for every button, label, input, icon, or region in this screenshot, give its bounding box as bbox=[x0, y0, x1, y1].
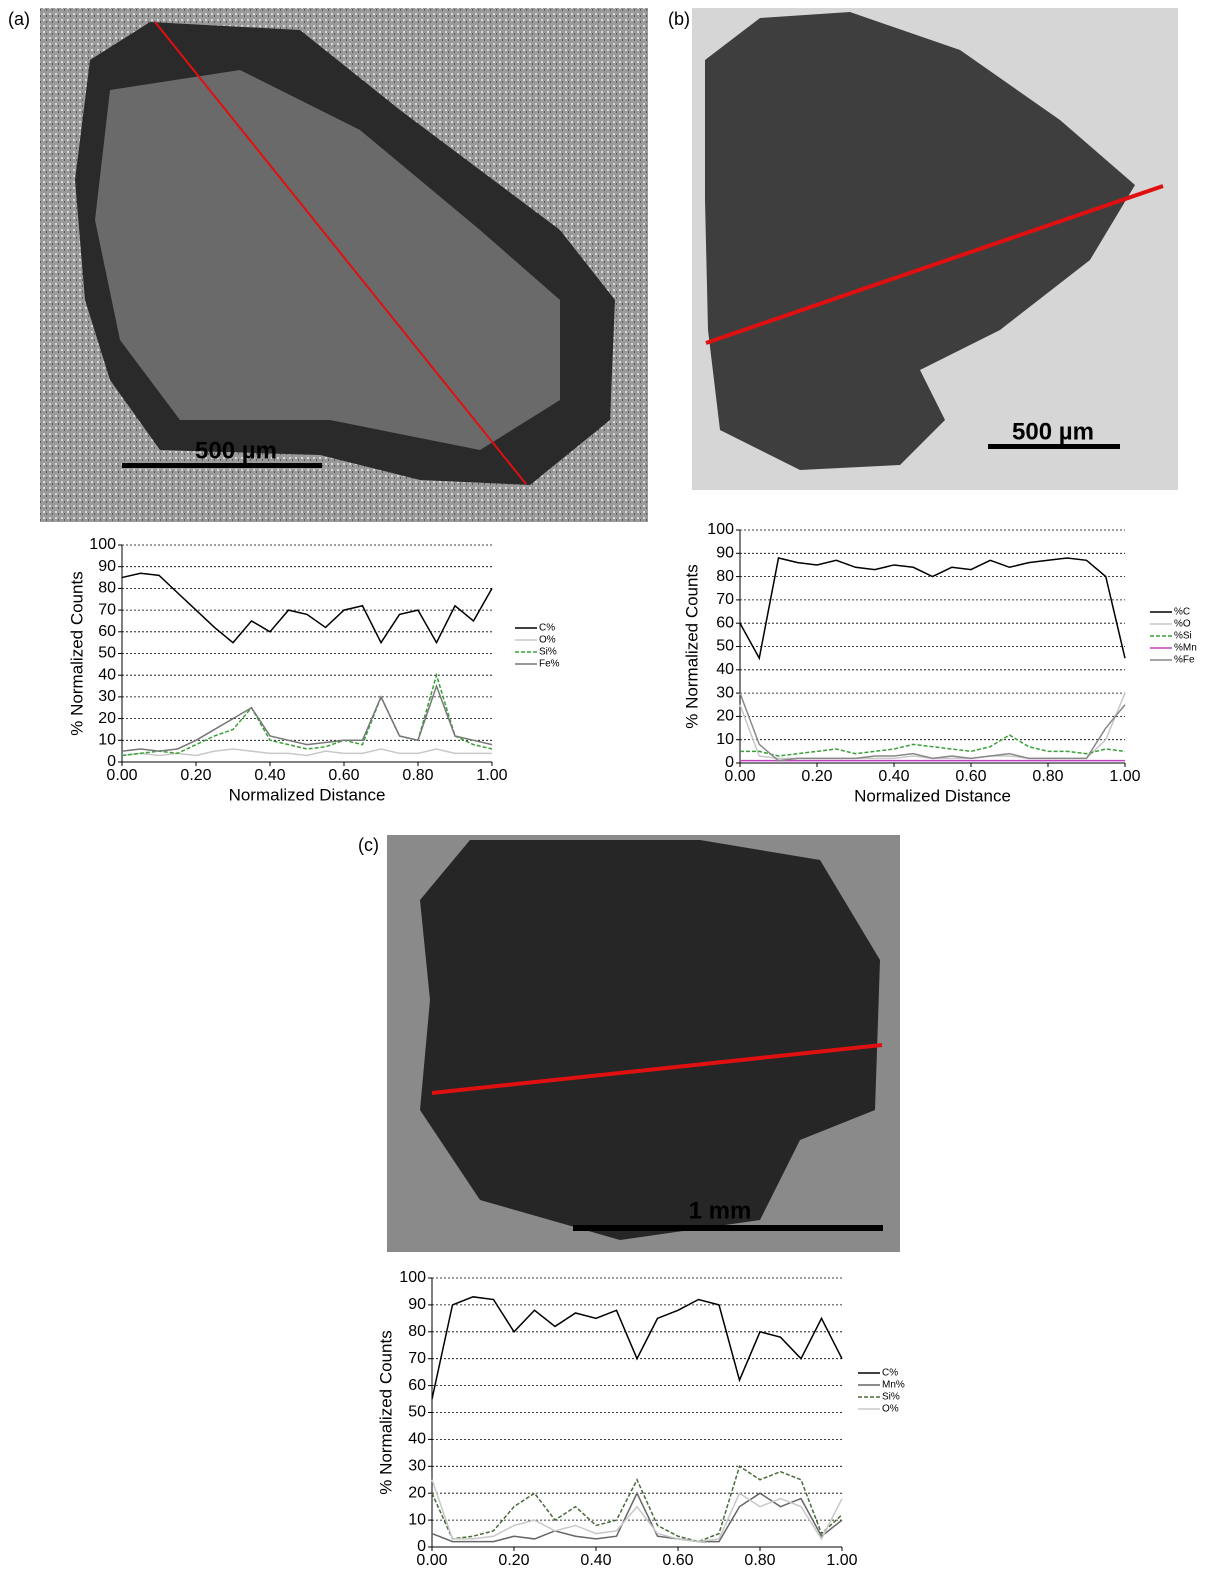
micrograph-b bbox=[692, 8, 1178, 490]
series-line bbox=[431, 1491, 843, 1543]
x-tick-label: 0.20 bbox=[180, 767, 211, 784]
legend-label: %Mn bbox=[1174, 643, 1197, 654]
legend-label: %Fe bbox=[1174, 655, 1195, 666]
series-line bbox=[739, 692, 1126, 762]
x-tick-label: 0.00 bbox=[416, 1552, 447, 1569]
x-tick-label: 0.00 bbox=[724, 768, 755, 785]
series-line bbox=[739, 557, 1126, 661]
y-tick-label: 100 bbox=[707, 521, 734, 538]
series-line bbox=[121, 572, 493, 645]
series-line bbox=[121, 672, 493, 757]
y-tick-label: 40 bbox=[716, 661, 734, 678]
x-tick-label: 0.80 bbox=[1032, 768, 1063, 785]
y-tick-label: 30 bbox=[408, 1458, 426, 1475]
legend-label: O% bbox=[539, 635, 556, 646]
y-tick-label: 100 bbox=[89, 536, 116, 553]
y-axis-label: % Normalized Counts bbox=[67, 571, 86, 735]
y-tick-label: 90 bbox=[716, 545, 734, 562]
y-tick-label: 60 bbox=[98, 623, 116, 640]
series-line bbox=[431, 1465, 843, 1543]
series-line bbox=[431, 1479, 843, 1543]
y-axis-label: % Normalized Counts bbox=[682, 564, 701, 728]
y-tick-label: 60 bbox=[408, 1377, 426, 1394]
y-tick-label: 10 bbox=[98, 732, 116, 749]
x-tick-label: 1.00 bbox=[476, 767, 507, 784]
legend-label: O% bbox=[882, 1404, 899, 1415]
x-tick-label: 0.40 bbox=[254, 767, 285, 784]
scale-bar-label: 500 µm bbox=[1012, 418, 1094, 445]
y-tick-label: 80 bbox=[98, 580, 116, 597]
y-tick-label: 70 bbox=[716, 591, 734, 608]
x-tick-label: 0.20 bbox=[801, 768, 832, 785]
x-tick-label: 0.60 bbox=[955, 768, 986, 785]
y-tick-label: 80 bbox=[408, 1323, 426, 1340]
y-tick-label: 40 bbox=[98, 666, 116, 683]
micrograph-c bbox=[387, 835, 900, 1252]
y-tick-label: 0 bbox=[725, 754, 734, 771]
x-tick-label: 0.40 bbox=[878, 768, 909, 785]
x-axis-label: Normalized Distance bbox=[854, 786, 1011, 805]
panel-label: (b) bbox=[668, 9, 690, 29]
x-tick-label: 0.20 bbox=[498, 1552, 529, 1569]
x-tick-label: 1.00 bbox=[1109, 768, 1140, 785]
series-line bbox=[431, 1296, 843, 1400]
y-tick-label: 90 bbox=[408, 1296, 426, 1313]
y-tick-label: 70 bbox=[98, 601, 116, 618]
micrograph-a bbox=[40, 8, 648, 522]
y-tick-label: 10 bbox=[716, 731, 734, 748]
y-tick-label: 30 bbox=[716, 684, 734, 701]
x-tick-label: 0.80 bbox=[402, 767, 433, 784]
legend-label: Si% bbox=[539, 647, 557, 658]
x-tick-label: 0.60 bbox=[662, 1552, 693, 1569]
legend-label: %Si bbox=[1174, 631, 1192, 642]
y-tick-label: 50 bbox=[98, 645, 116, 662]
series-line bbox=[121, 748, 492, 757]
legend-label: %O bbox=[1174, 619, 1191, 630]
y-tick-label: 50 bbox=[716, 638, 734, 655]
y-tick-label: 70 bbox=[408, 1350, 426, 1367]
y-tick-label: 80 bbox=[716, 568, 734, 585]
y-tick-label: 30 bbox=[98, 688, 116, 705]
y-tick-label: 20 bbox=[408, 1484, 426, 1501]
y-tick-label: 20 bbox=[716, 708, 734, 725]
legend-label: C% bbox=[539, 623, 555, 634]
y-tick-label: 100 bbox=[399, 1269, 426, 1286]
x-tick-label: 0.60 bbox=[328, 767, 359, 784]
x-axis-label: Normalized Distance bbox=[229, 785, 386, 804]
series-line bbox=[739, 692, 1126, 760]
y-tick-label: 0 bbox=[107, 753, 116, 770]
x-tick-label: 1.00 bbox=[826, 1552, 857, 1569]
y-axis-label: % Normalized Counts bbox=[376, 1330, 395, 1494]
y-tick-label: 60 bbox=[716, 614, 734, 631]
legend-label: %C bbox=[1174, 607, 1190, 618]
x-tick-label: 0.00 bbox=[106, 767, 137, 784]
scale-bar-label: 500 µm bbox=[195, 437, 277, 464]
panel-label: (c) bbox=[358, 835, 379, 855]
y-tick-label: 50 bbox=[408, 1404, 426, 1421]
y-tick-label: 10 bbox=[408, 1511, 426, 1528]
legend-label: C% bbox=[882, 1368, 898, 1379]
legend-label: Si% bbox=[882, 1392, 900, 1403]
y-tick-label: 0 bbox=[417, 1538, 426, 1555]
series-line bbox=[121, 683, 493, 752]
x-tick-label: 0.80 bbox=[744, 1552, 775, 1569]
series-line bbox=[740, 734, 1126, 757]
y-tick-label: 40 bbox=[408, 1431, 426, 1448]
legend-label: Fe% bbox=[539, 659, 560, 670]
y-tick-label: 90 bbox=[98, 558, 116, 575]
x-tick-label: 0.40 bbox=[580, 1552, 611, 1569]
panel-label: (a) bbox=[8, 9, 30, 29]
y-tick-label: 20 bbox=[98, 710, 116, 727]
legend-label: Mn% bbox=[882, 1380, 905, 1391]
scale-bar-label: 1 mm bbox=[689, 1197, 752, 1224]
